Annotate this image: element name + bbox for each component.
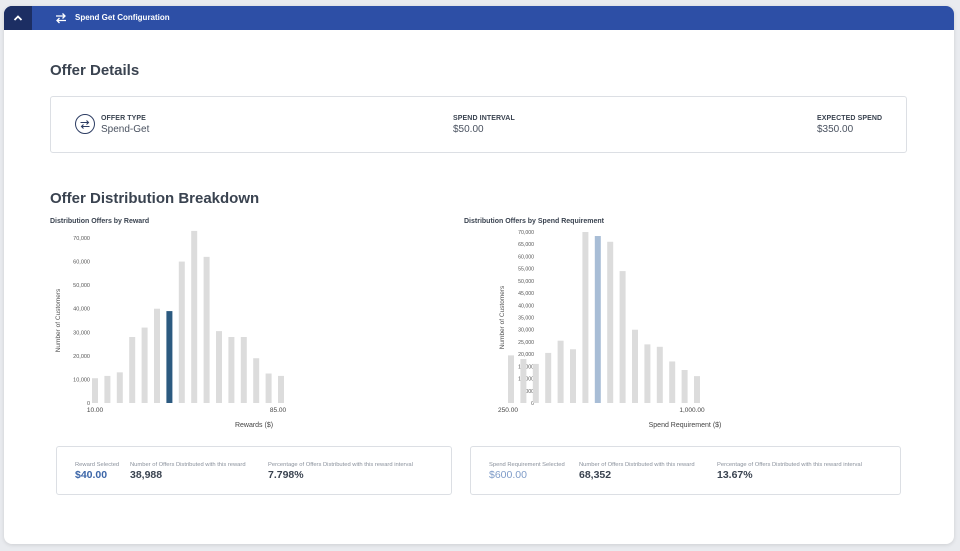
bar [191,230,198,403]
y-axis-label: Number of Customers [55,288,62,352]
spend-chart-title: Distribution Offers by Spend Requirement [464,218,605,225]
y-tick-label: 25,000 [518,340,534,346]
spend-distribution-chart: 05,00010,00015,00020,00025,00030,00035,0… [498,230,722,429]
spend-interval-value: $50.00 [453,124,484,135]
bar [557,340,564,403]
reward-distribution-chart: 0 10,000 20,000 30,000 40,000 50,000 60,000 70,… [55,230,287,429]
bar [92,378,98,403]
reward-selected-value: $40.00 [75,469,108,481]
collapse-button[interactable] [4,6,32,30]
bar [619,271,626,403]
bar [520,359,527,403]
y-tick-label: 65,000 [518,242,534,248]
bar [104,375,111,403]
bar [116,372,123,403]
y-tick-label: 40,000 [73,307,90,313]
y-tick-label: 45,000 [518,291,534,297]
y-tick-label: 60,000 [518,254,534,260]
x-axis-label: Rewards ($) [235,422,273,429]
spend-pct-value: 13.67% [717,469,753,481]
bar [656,346,663,403]
bar [669,361,676,403]
breakdown-heading: Offer Distribution Breakdown [50,190,260,207]
offer-type-label: OFFER TYPE [101,115,146,122]
reward-count-value: 38,988 [130,469,163,481]
bar [203,256,210,403]
y-tick-label: 60,000 [73,260,90,266]
bar [681,370,688,403]
bar [582,232,589,403]
y-tick-label: 70,000 [518,230,534,236]
bar [532,363,539,403]
expected-spend-value: $350.00 [817,124,854,135]
x-tick-label: 250.00 [498,407,518,414]
y-tick-label: 0 [87,401,90,407]
bar [178,261,185,403]
y-tick-label: 50,000 [73,283,90,289]
reward-selected-label: Reward Selected [75,462,120,468]
x-tick-label: 10.00 [87,407,104,414]
spend-stats-box: Spend Requirement Selected $600.00 Numbe… [470,446,901,495]
offer-type-icon [75,114,95,134]
y-tick-label: 50,000 [518,279,534,285]
bar [570,349,576,403]
bar [632,329,638,403]
bar [240,337,247,403]
bar [216,331,222,403]
bar [278,375,284,403]
reward-stats-box: Reward Selected $40.00 Number of Offers … [56,446,452,495]
y-tick-label: 40,000 [518,303,534,309]
y-axis-label: Number of Customers [499,285,506,349]
reward-pct-label: Percentage of Offers Distributed with th… [268,462,413,468]
panel-title: Spend Get Configuration [75,13,170,22]
bar [265,373,272,403]
spend-selected-label: Spend Requirement Selected [489,462,565,468]
reward-pct-value: 7.798% [268,469,304,481]
bar [154,308,160,403]
bar [694,376,700,403]
bar [545,352,552,403]
spend-count-label: Number of Offers Distributed with this r… [579,462,695,468]
spend-count-value: 68,352 [579,469,612,481]
y-tick-label: 10,000 [73,377,90,383]
offer-details-heading: Offer Details [50,62,140,79]
selected-bar [594,236,601,403]
x-tick-label: 1,000.00 [679,407,705,414]
offer-details-box: OFFER TYPE Spend-Get SPEND INTERVAL $50.… [50,96,907,153]
chevron-up-icon [13,15,23,21]
spend-pct-label: Percentage of Offers Distributed with th… [717,462,862,468]
x-tick-label: 85.00 [270,407,287,414]
swap-icon [80,119,90,129]
bar [141,327,148,403]
expected-spend-label: EXPECTED SPEND [817,115,883,122]
spend-interval-label: SPEND INTERVAL [453,115,515,122]
y-tick-label: 20,000 [73,354,90,360]
bar [253,358,260,403]
x-axis-label: Spend Requirement ($) [649,422,722,429]
y-tick-label: 55,000 [518,267,534,273]
spend-get-panel: Spend Get Configuration Offer Details OF… [4,6,954,544]
panel-header: Spend Get Configuration [4,6,954,30]
y-tick-label: 30,000 [73,330,90,336]
reward-count-label: Number of Offers Distributed with this r… [130,462,246,468]
y-tick-label: 70,000 [73,236,90,242]
bar [508,355,514,403]
y-tick-label: 0 [531,401,534,407]
offer-type-value: Spend-Get [101,124,150,135]
bar [129,337,136,403]
y-tick-label: 30,000 [518,328,534,334]
y-tick-label: 20,000 [518,352,534,358]
y-tick-label: 35,000 [518,316,534,322]
bar [644,344,651,403]
spend-selected-value: $600.00 [489,469,527,481]
y-tick-label: 5,000 [521,389,534,395]
swap-icon [56,13,66,24]
selected-bar [166,311,173,403]
bar [228,337,235,403]
bar [607,241,614,403]
reward-chart-title: Distribution Offers by Reward [50,218,150,225]
